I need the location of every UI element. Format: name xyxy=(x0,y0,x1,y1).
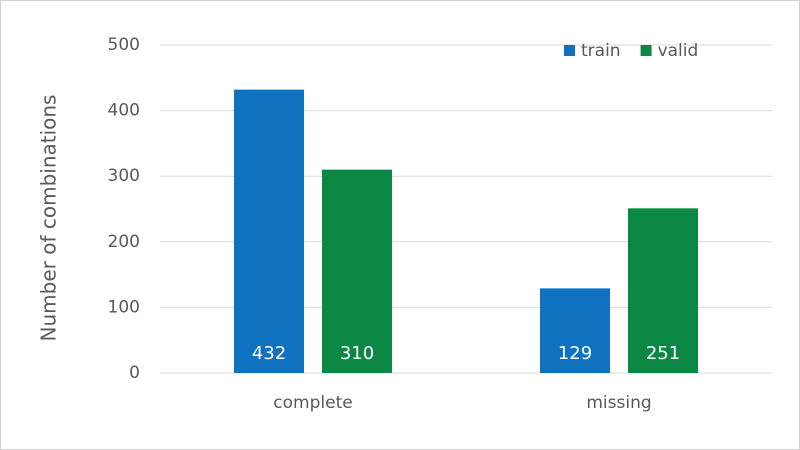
y-tick-label: 400 xyxy=(108,101,140,121)
bar xyxy=(322,169,392,373)
data-label: 251 xyxy=(646,343,680,364)
legend-swatch xyxy=(640,45,652,56)
x-tick-label: missing xyxy=(586,393,651,413)
y-tick-label: 0 xyxy=(129,363,140,383)
legend-label: train xyxy=(581,41,621,61)
x-tick-label: complete xyxy=(273,393,352,413)
bar xyxy=(628,208,698,373)
data-label: 432 xyxy=(252,343,286,364)
y-tick-label: 300 xyxy=(108,166,140,186)
legend-swatch xyxy=(564,45,575,56)
y-tick-label: 200 xyxy=(108,232,140,252)
data-label: 310 xyxy=(340,343,374,364)
y-tick-label: 500 xyxy=(108,35,140,55)
legend-label: valid xyxy=(658,41,699,61)
y-tick-label: 100 xyxy=(108,297,140,317)
y-axis-label: Number of combinations xyxy=(37,95,61,342)
bar xyxy=(540,288,610,373)
bar xyxy=(234,89,304,373)
data-label: 129 xyxy=(558,343,592,364)
